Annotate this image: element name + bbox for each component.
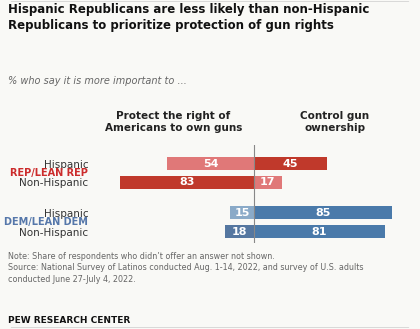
Text: 83: 83 — [179, 177, 195, 187]
Bar — [230, 207, 254, 219]
Bar — [225, 225, 254, 238]
Bar — [254, 157, 327, 170]
Text: PEW RESEARCH CENTER: PEW RESEARCH CENTER — [8, 316, 131, 325]
Bar — [254, 207, 391, 219]
Text: 54: 54 — [203, 159, 218, 168]
Bar — [254, 225, 385, 238]
Text: DEM/LEAN DEM: DEM/LEAN DEM — [4, 217, 87, 227]
Bar — [120, 176, 254, 189]
Text: Note: Share of respondents who didn’t offer an answer not shown.
Source: Nationa: Note: Share of respondents who didn’t of… — [8, 252, 364, 284]
Text: 18: 18 — [232, 227, 247, 237]
Text: 15: 15 — [234, 208, 249, 218]
Text: 45: 45 — [283, 159, 298, 168]
Text: 85: 85 — [315, 208, 331, 218]
Text: Hispanic Republicans are less likely than non-Hispanic
Republicans to prioritize: Hispanic Republicans are less likely tha… — [8, 3, 370, 32]
Bar — [167, 157, 254, 170]
Text: Control gun
ownership: Control gun ownership — [300, 111, 370, 133]
Text: 81: 81 — [312, 227, 327, 237]
Text: % who say it is more important to ...: % who say it is more important to ... — [8, 76, 187, 86]
Text: Protect the right of
Americans to own guns: Protect the right of Americans to own gu… — [105, 111, 242, 133]
Bar — [254, 176, 281, 189]
Text: REP/LEAN REP: REP/LEAN REP — [10, 168, 87, 178]
Text: 17: 17 — [260, 177, 276, 187]
